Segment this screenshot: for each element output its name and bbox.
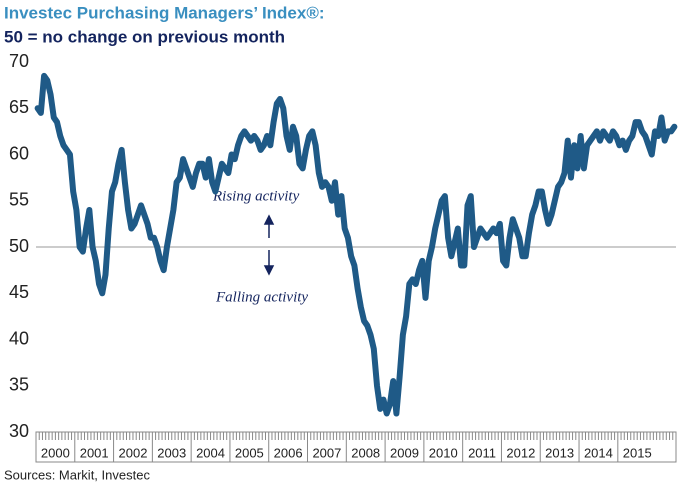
x-tick-label: 2004 [196,445,225,460]
annotation: Falling activity [215,289,308,305]
y-tick-label: 55 [9,190,29,210]
y-tick-label: 60 [9,143,29,163]
x-tick-label: 2009 [390,445,419,460]
chart-subtitle: 50 = no change on previous month [4,27,285,46]
x-tick-label: 2012 [506,445,535,460]
chart-title: Investec Purchasing Managers’ Index®: [4,3,325,22]
x-tick-label: 2005 [235,445,264,460]
annotation: Rising activity [212,188,300,204]
x-tick-label: 2013 [545,445,574,460]
x-tick-label: 2007 [312,445,341,460]
y-tick-label: 35 [9,375,29,395]
x-tick-label: 2010 [429,445,458,460]
x-tick-label: 2011 [468,445,496,460]
y-tick-label: 30 [9,421,29,441]
source: Sources: Markit, Investec [4,467,150,482]
y-tick-label: 40 [9,328,29,348]
arrows [263,214,275,276]
y-tick-label: 50 [9,236,29,256]
x-tick-label: 2002 [119,445,148,460]
y-tick-label: 70 [9,51,29,71]
x-tick-label: 2006 [274,445,303,460]
x-tick-label: 2003 [157,445,186,460]
x-tick-label: 2014 [584,445,613,460]
y-tick-label: 45 [9,282,29,302]
y-tick-label: 65 [9,97,29,117]
x-tick-label: 2008 [351,445,380,460]
x-tick-label: 2015 [623,445,652,460]
x-tick-label: 2000 [41,445,70,460]
x-tick-label: 2001 [80,445,109,460]
data-line [34,72,678,417]
